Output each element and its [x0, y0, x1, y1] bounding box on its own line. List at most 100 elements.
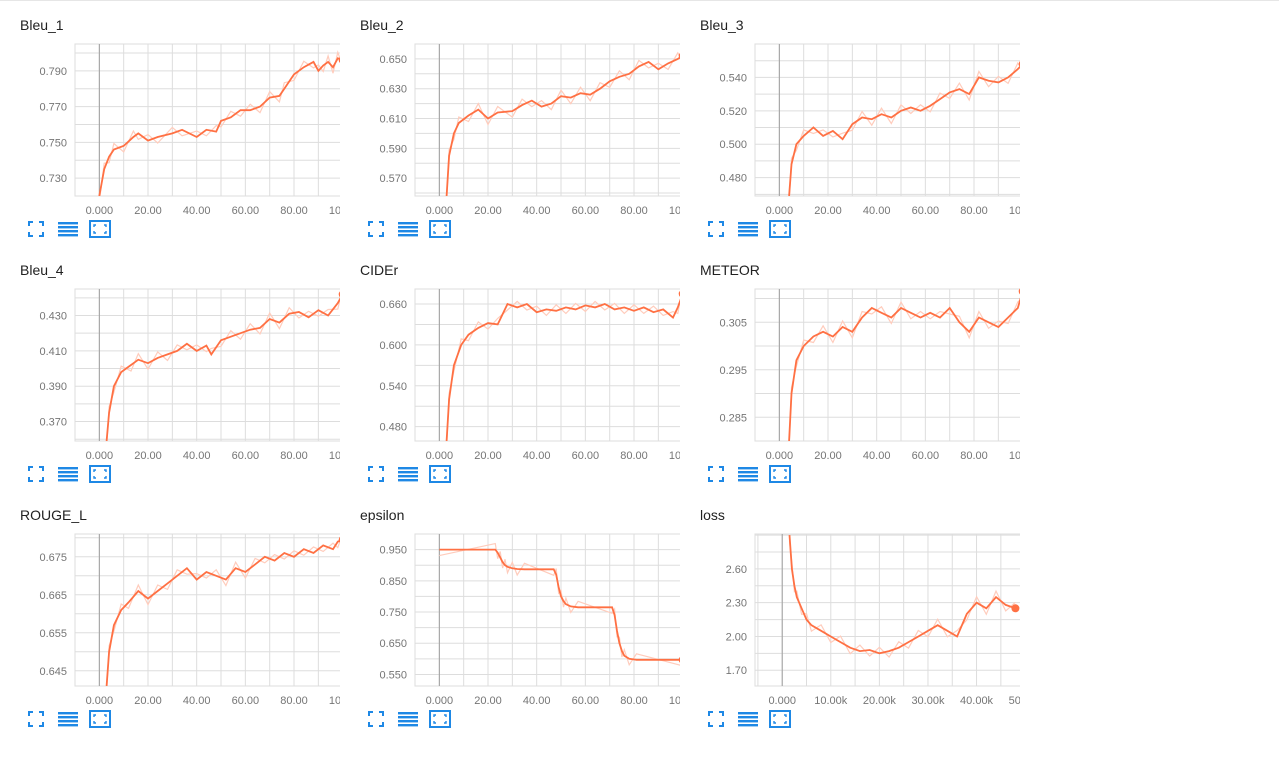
x-tick-label: 80.00 — [280, 450, 308, 462]
scalar-card: 0.000 20.00 40.00 60.00 80.00 100.0 0.480 0.500… — [680, 0, 1020, 245]
x-tick-label: 80.00 — [620, 205, 648, 217]
x-tick-label: 20.00 — [474, 205, 502, 217]
fit-domain-icon[interactable] — [769, 710, 791, 733]
chart-title: Bleu_1 — [20, 17, 64, 33]
x-tick-label: 20.00 — [814, 205, 842, 217]
series-line — [788, 65, 1020, 196]
chart-title: Bleu_2 — [360, 17, 404, 33]
fit-domain-icon[interactable] — [89, 710, 111, 733]
fullscreen-icon[interactable] — [708, 711, 724, 732]
y-tick-label: 1.70 — [726, 665, 747, 677]
fullscreen-icon[interactable] — [28, 221, 44, 242]
scalar-card: 0.000 10.00k 20.00k 30.00k 40.00k 50.00k 1.70 2… — [680, 490, 1020, 735]
series-line — [445, 298, 680, 441]
list-icon[interactable] — [398, 711, 418, 732]
y-tick-label: 0.520 — [719, 106, 747, 118]
fit-domain-icon[interactable] — [89, 465, 111, 488]
x-tick-label: 100.0 — [1009, 450, 1020, 462]
x-tick-label: 40.00 — [863, 450, 891, 462]
list-icon[interactable] — [58, 466, 78, 487]
y-tick-label: 0.650 — [379, 638, 407, 650]
fit-domain-icon[interactable] — [429, 220, 451, 243]
y-tick-label: 0.750 — [379, 607, 407, 619]
series-raw-line — [446, 51, 680, 196]
x-tick-label: 40.00k — [960, 695, 994, 707]
x-tick-label: 30.00k — [911, 695, 945, 707]
scalar-card: 0.000 20.00 40.00 60.00 80.00 100.0 0.480 0.540… — [340, 245, 680, 490]
fullscreen-icon[interactable] — [28, 466, 44, 487]
series-raw-line — [788, 299, 1020, 441]
list-icon[interactable] — [398, 221, 418, 242]
y-tick-label: 0.650 — [379, 54, 407, 66]
y-tick-label: 0.665 — [39, 590, 67, 602]
series-line — [445, 56, 680, 196]
fullscreen-icon[interactable] — [708, 221, 724, 242]
fullscreen-icon[interactable] — [368, 221, 384, 242]
fullscreen-icon[interactable] — [368, 711, 384, 732]
y-tick-label: 0.750 — [39, 137, 67, 149]
chart-svg: 0.000 20.00 40.00 60.00 80.00 100.0 0.570 0.590… — [379, 43, 680, 217]
x-tick-label: 0.000 — [766, 205, 794, 217]
x-tick-label: 60.00 — [572, 695, 600, 707]
scalar-card: 0.000 20.00 40.00 60.00 80.00 100.0 0.570 0.590… — [340, 0, 680, 245]
chart-svg: 0.000 20.00 40.00 60.00 80.00 100.0 0.370 0.390… — [39, 288, 340, 462]
x-tick-label: 0.000 — [86, 695, 114, 707]
x-tick-label: 100.0 — [329, 205, 340, 217]
x-tick-label: 60.00 — [232, 205, 260, 217]
y-tick-label: 0.370 — [39, 417, 67, 429]
chart-svg: 0.000 20.00 40.00 60.00 80.00 100.0 0.730 0.750… — [39, 43, 340, 217]
x-tick-label: 10.00k — [814, 695, 848, 707]
chart-title: loss — [700, 507, 725, 523]
chart-svg: 0.000 20.00 40.00 60.00 80.00 100.0 0.480 0.540… — [379, 288, 680, 462]
last-value-point — [1011, 604, 1020, 613]
list-icon[interactable] — [58, 711, 78, 732]
fit-domain-icon[interactable] — [89, 220, 111, 243]
y-tick-label: 0.480 — [719, 173, 747, 185]
chart-svg: 0.000 20.00 40.00 60.00 80.00 100.0 0.480 0.500… — [719, 43, 1020, 217]
series-raw-line — [106, 297, 340, 441]
fullscreen-icon[interactable] — [368, 466, 384, 487]
list-icon[interactable] — [738, 711, 758, 732]
x-tick-label: 20.00k — [863, 695, 897, 707]
x-tick-label: 0.000 — [86, 450, 114, 462]
chart-title: METEOR — [700, 262, 760, 278]
list-icon[interactable] — [738, 221, 758, 242]
series-line — [98, 57, 340, 196]
last-value-point — [338, 57, 340, 64]
y-tick-label: 0.730 — [39, 173, 67, 185]
fit-domain-icon[interactable] — [769, 465, 791, 488]
last-value-point — [678, 290, 680, 297]
y-tick-label: 0.790 — [39, 66, 67, 78]
fullscreen-icon[interactable] — [28, 711, 44, 732]
x-tick-label: 20.00 — [134, 205, 162, 217]
x-tick-label: 80.00 — [620, 695, 648, 707]
y-tick-label: 0.610 — [379, 114, 407, 126]
plot-frame — [414, 533, 680, 687]
list-icon[interactable] — [58, 221, 78, 242]
y-tick-label: 0.295 — [719, 365, 747, 377]
series-raw-line — [446, 298, 680, 441]
y-tick-label: 0.500 — [719, 139, 747, 151]
fit-domain-icon[interactable] — [429, 710, 451, 733]
x-tick-label: 0.000 — [86, 205, 114, 217]
y-tick-label: 0.850 — [379, 576, 407, 588]
series-raw-line — [99, 50, 340, 196]
x-tick-label: 40.00 — [523, 450, 551, 462]
y-tick-label: 2.60 — [726, 564, 747, 576]
x-tick-label: 0.000 — [426, 695, 454, 707]
fullscreen-icon[interactable] — [708, 466, 724, 487]
x-tick-label: 100.0 — [329, 695, 340, 707]
scalar-card: 0.000 20.00 40.00 60.00 80.00 100.0 0.370 0.390… — [0, 245, 340, 490]
x-tick-label: 100.0 — [329, 450, 340, 462]
x-tick-label: 60.00 — [232, 695, 260, 707]
chart-title: epsilon — [360, 507, 405, 523]
fit-domain-icon[interactable] — [429, 465, 451, 488]
list-icon[interactable] — [398, 466, 418, 487]
x-tick-label: 60.00 — [572, 450, 600, 462]
chart-title: Bleu_3 — [700, 17, 744, 33]
x-tick-label: 50.00k — [1009, 695, 1020, 707]
fit-domain-icon[interactable] — [769, 220, 791, 243]
x-tick-label: 40.00 — [183, 450, 211, 462]
plot-frame — [754, 288, 1020, 442]
list-icon[interactable] — [738, 466, 758, 487]
